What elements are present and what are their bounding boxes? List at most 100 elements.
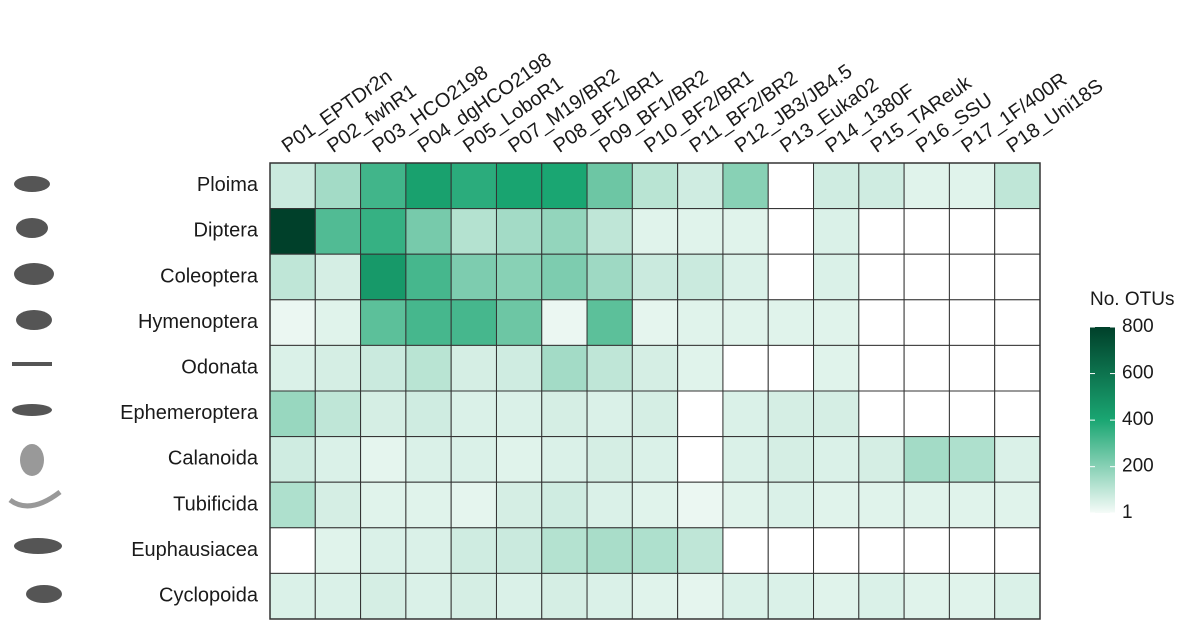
heat-cell [495, 436, 543, 483]
heat-cell [994, 344, 1041, 392]
heat-cell [314, 208, 362, 255]
heat-cell [722, 481, 769, 529]
heat-cell [360, 436, 407, 483]
heat-cell [948, 344, 996, 392]
heat-cell [269, 299, 316, 346]
heat-cell [586, 527, 633, 574]
heat-cell [858, 436, 905, 483]
heat-cell [677, 208, 724, 255]
heat-cell [450, 481, 497, 529]
colorbar-tick-label: 800 [1122, 316, 1154, 337]
heat-cell [495, 572, 543, 620]
heat-cell [767, 481, 815, 529]
colorbar-tick-label: 400 [1122, 409, 1154, 430]
taxon-icons [8, 176, 62, 603]
heat-cell [269, 253, 316, 301]
heat-cell [858, 162, 905, 210]
heat-cell [586, 436, 633, 483]
heat-cell [677, 344, 724, 392]
icon [16, 310, 52, 330]
heat-cell [541, 436, 588, 483]
heat-cell [586, 208, 633, 255]
heat-cell [813, 572, 860, 620]
icon [26, 585, 62, 603]
heat-cell [360, 390, 407, 438]
heat-cell [677, 572, 724, 620]
heat-cell [722, 390, 769, 438]
heat-cell [405, 162, 452, 210]
heat-cell [495, 299, 543, 346]
heat-cell [314, 253, 362, 301]
heat-cell [269, 208, 316, 255]
heat-cell [948, 208, 996, 255]
heat-cell [314, 436, 362, 483]
heat-cell [948, 299, 996, 346]
row-label: Odonata [181, 356, 259, 378]
heat-cell [586, 390, 633, 438]
heat-cell [495, 390, 543, 438]
heat-cell [541, 162, 588, 210]
heat-cell [677, 390, 724, 438]
heat-cell [631, 390, 679, 438]
icon [8, 489, 62, 509]
heat-cell [903, 344, 950, 392]
heat-cell [813, 344, 860, 392]
heatmap-border [269, 162, 1041, 620]
heat-cell [586, 253, 633, 301]
heat-cell [269, 162, 316, 210]
heat-cell [269, 344, 316, 392]
heat-cell [903, 162, 950, 210]
heat-cell [948, 527, 996, 574]
heat-cell [495, 253, 543, 301]
heat-cell [767, 344, 815, 392]
heat-cell [994, 481, 1041, 529]
heat-cell [405, 527, 452, 574]
icon [12, 362, 52, 366]
colorbar-tick-label: 1 [1122, 502, 1133, 523]
heat-cell [767, 527, 815, 574]
heat-cell [405, 299, 452, 346]
heat-cell [994, 208, 1041, 255]
heat-cell [813, 208, 860, 255]
heat-cell [495, 208, 543, 255]
heat-cell [360, 572, 407, 620]
heat-cell [948, 253, 996, 301]
heat-cell [314, 527, 362, 574]
heat-cell [360, 253, 407, 301]
row-label: Euphausiacea [131, 539, 259, 561]
heat-cell [677, 162, 724, 210]
heat-cell [994, 527, 1041, 574]
heat-cell [541, 527, 588, 574]
heat-cell [450, 390, 497, 438]
heat-cell [722, 299, 769, 346]
heat-cell [903, 572, 950, 620]
heat-cell [722, 436, 769, 483]
heat-cell [405, 390, 452, 438]
heat-cell [450, 299, 497, 346]
row-label: Hymenoptera [138, 311, 259, 333]
heat-cell [722, 527, 769, 574]
heat-cell [994, 299, 1041, 346]
heat-cell [948, 162, 996, 210]
heat-cell [948, 481, 996, 529]
heat-cell [767, 390, 815, 438]
heat-cell [722, 344, 769, 392]
heat-cell [631, 344, 679, 392]
heat-cell [360, 481, 407, 529]
heat-cell [450, 162, 497, 210]
row-label: Diptera [194, 220, 259, 242]
heat-cell [903, 481, 950, 529]
heat-cell [314, 390, 362, 438]
heat-cell [903, 253, 950, 301]
row-label: Coleoptera [160, 265, 259, 287]
heat-cell [858, 208, 905, 255]
heat-cell [994, 390, 1041, 438]
heat-cell [495, 527, 543, 574]
heat-cell [405, 344, 452, 392]
heat-cell [994, 436, 1041, 483]
heat-cell [269, 527, 316, 574]
heat-cell [813, 527, 860, 574]
heat-cell [360, 299, 407, 346]
heat-cell [722, 162, 769, 210]
